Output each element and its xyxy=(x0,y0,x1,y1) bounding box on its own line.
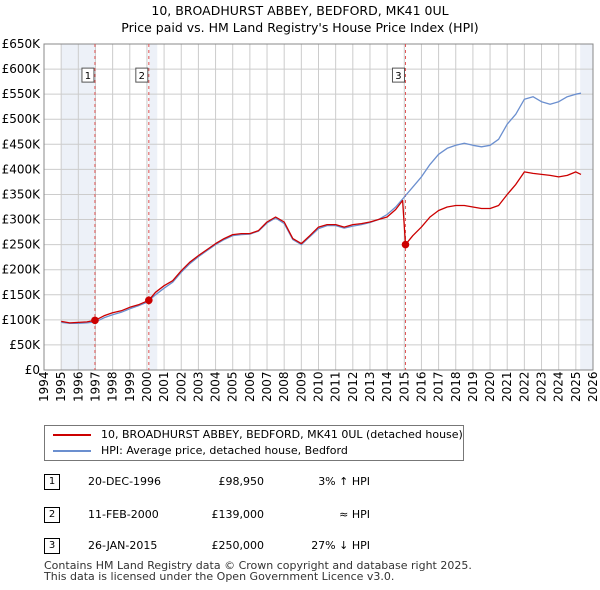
x-tick-label: 2013 xyxy=(363,371,377,402)
sale-point xyxy=(145,296,153,305)
marker-flag-label: 2 xyxy=(139,71,145,82)
y-tick-label: £350K xyxy=(2,187,42,201)
x-tick-label: 2012 xyxy=(346,371,360,402)
x-tick-label: 2024 xyxy=(552,371,566,402)
x-tick-label: 2004 xyxy=(209,371,223,402)
y-tick-label: £0 xyxy=(25,363,40,377)
x-tick-label: 1996 xyxy=(71,371,85,402)
title-line-2: Price paid vs. HM Land Registry's House … xyxy=(121,20,479,35)
shaded-period xyxy=(148,44,158,370)
y-tick-label: £250K xyxy=(2,238,42,252)
x-tick-label: 2016 xyxy=(414,371,428,402)
x-tick-label: 2014 xyxy=(380,371,394,402)
transaction-hpi: 3% ↑ HPI xyxy=(318,475,370,488)
x-tick-label: 2009 xyxy=(294,371,308,402)
marker-flag: 2 xyxy=(135,67,149,83)
shaded-period xyxy=(580,44,593,370)
x-tick-label: 2007 xyxy=(260,371,274,402)
x-tick-label: 2018 xyxy=(449,371,463,402)
marker-flag-label: 3 xyxy=(395,71,401,82)
y-tick-label: £50K xyxy=(9,338,41,352)
transaction-number: 2 xyxy=(44,507,60,523)
x-tick-label: 2005 xyxy=(226,371,240,402)
legend-label-property: 10, BROADHURST ABBEY, BEDFORD, MK41 0UL … xyxy=(101,428,463,441)
x-tick-label: 2015 xyxy=(397,371,411,402)
y-tick-label: £300K xyxy=(2,213,42,227)
y-tick-label: £100K xyxy=(2,313,42,327)
transaction-date: 20-DEC-1996 xyxy=(88,475,162,488)
legend-swatch-property xyxy=(53,434,91,436)
y-tick-label: £200K xyxy=(2,263,42,277)
transaction-price: £250,000 xyxy=(211,539,265,552)
x-tick-label: 1998 xyxy=(106,371,120,402)
x-tick-label: 1994 xyxy=(37,371,51,402)
x-tick-label: 2023 xyxy=(535,371,549,402)
transaction-hpi: 27% ↓ HPI xyxy=(311,539,370,552)
marker-flag-box xyxy=(135,67,149,83)
x-tick-label: 2000 xyxy=(140,371,154,402)
x-tick-label: 2011 xyxy=(329,371,343,402)
x-tick-label: 2006 xyxy=(243,371,257,402)
marker-flag-label: 1 xyxy=(85,71,91,82)
x-tick-label: 2002 xyxy=(174,371,188,402)
x-tick-label: 2025 xyxy=(569,371,583,402)
y-tick-label: £400K xyxy=(2,162,42,176)
x-tick-label: 2008 xyxy=(277,371,291,402)
transaction-number: 1 xyxy=(44,474,60,490)
chart-title: 10, BROADHURST ABBEY, BEDFORD, MK41 0UL … xyxy=(0,2,600,36)
legend-label-hpi: HPI: Average price, detached house, Bedf… xyxy=(101,444,348,457)
x-tick-label: 1995 xyxy=(54,371,68,402)
marker-flag: 3 xyxy=(391,67,405,83)
x-tick-label: 2001 xyxy=(157,371,171,402)
footer-line-2: This data is licensed under the Open Gov… xyxy=(44,570,395,583)
y-tick-label: £650K xyxy=(2,37,42,51)
y-tick-label: £500K xyxy=(2,112,42,126)
sale-point xyxy=(401,240,410,249)
legend-item-property: 10, BROADHURST ABBEY, BEDFORD, MK41 0UL … xyxy=(53,427,463,443)
x-tick-label: 2022 xyxy=(517,371,531,402)
x-tick-label: 2026 xyxy=(586,371,600,402)
y-tick-label: £150K xyxy=(2,288,42,302)
x-tick-label: 2020 xyxy=(483,371,497,402)
price-chart: £0 £50K £100K £150K £200K £250K £300K £350K £400… xyxy=(2,37,600,402)
x-tick-label: 2003 xyxy=(191,371,205,402)
x-tick-label: 1997 xyxy=(88,371,102,402)
y-tick-label: £600K xyxy=(2,62,42,76)
x-tick-label: 1999 xyxy=(123,371,137,402)
title-line-1: 10, BROADHURST ABBEY, BEDFORD, MK41 0UL xyxy=(151,3,449,18)
transaction-date: 11-FEB-2000 xyxy=(88,508,159,521)
transaction-number: 3 xyxy=(44,538,60,554)
transaction-price: £139,000 xyxy=(211,508,265,521)
y-tick-label: £450K xyxy=(2,137,42,151)
marker-flag-box xyxy=(391,67,405,83)
legend-item-hpi: HPI: Average price, detached house, Bedf… xyxy=(53,443,348,459)
x-tick-label: 2017 xyxy=(432,371,446,402)
marker-flag-box xyxy=(81,67,95,83)
plot-frame xyxy=(43,43,594,371)
footer: Contains HM Land Registry data © Crown c… xyxy=(44,560,472,582)
legend: 10, BROADHURST ABBEY, BEDFORD, MK41 0UL … xyxy=(44,425,464,461)
legend-swatch-hpi xyxy=(53,450,91,452)
transaction-price: £98,950 xyxy=(218,475,265,488)
x-tick-label: 2021 xyxy=(500,371,514,402)
transaction-hpi: ≈ HPI xyxy=(339,508,370,521)
x-tick-label: 2010 xyxy=(312,371,326,402)
y-tick-label: £550K xyxy=(2,87,42,101)
footer-line-1: Contains HM Land Registry data © Crown c… xyxy=(44,559,472,572)
sale-point xyxy=(91,316,99,325)
marker-flag: 1 xyxy=(81,67,95,83)
transaction-date: 26-JAN-2015 xyxy=(88,539,158,552)
x-tick-label: 2019 xyxy=(466,371,480,402)
